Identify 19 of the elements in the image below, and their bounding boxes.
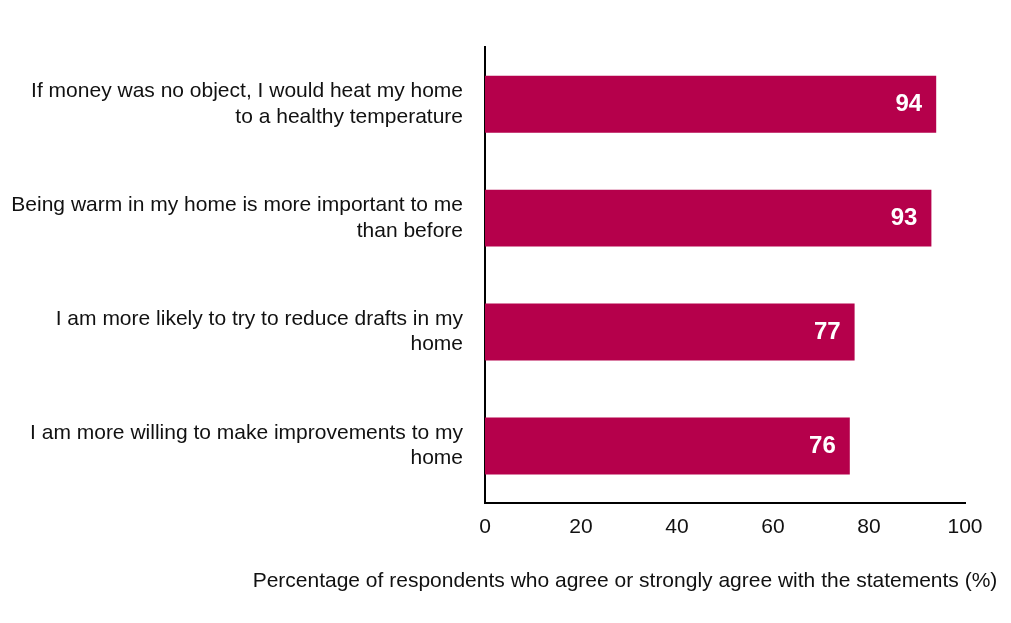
x-tick-label: 60	[761, 514, 785, 538]
y-tick-label: If money was no object, I would heat my home to a healthy temperature	[31, 78, 463, 127]
y-tick-label: I am more likely to try to reduce drafts in my home	[55, 306, 464, 355]
y-tick-label: Being warm in my home is more important to me than before	[11, 192, 463, 241]
x-tick-label: 40	[665, 514, 689, 538]
data-label: 77	[813, 316, 841, 344]
x-axis-title: Percentage of respondents who agree or strongly agree with the statements (%)	[251, 567, 999, 593]
bar	[485, 417, 850, 475]
y-tick-label: I am more willing to make improvements to my home	[30, 420, 464, 469]
x-tick-label: 20	[569, 514, 593, 538]
x-tick-label: 80	[857, 514, 881, 538]
data-label: 76	[809, 430, 836, 458]
bar	[485, 303, 855, 361]
x-tick-label: 100	[947, 514, 983, 538]
bar	[485, 189, 932, 247]
data-label: 93	[890, 202, 918, 230]
x-tick-label: 0	[479, 514, 491, 538]
data-label: 94	[895, 88, 923, 116]
bar	[485, 75, 937, 133]
